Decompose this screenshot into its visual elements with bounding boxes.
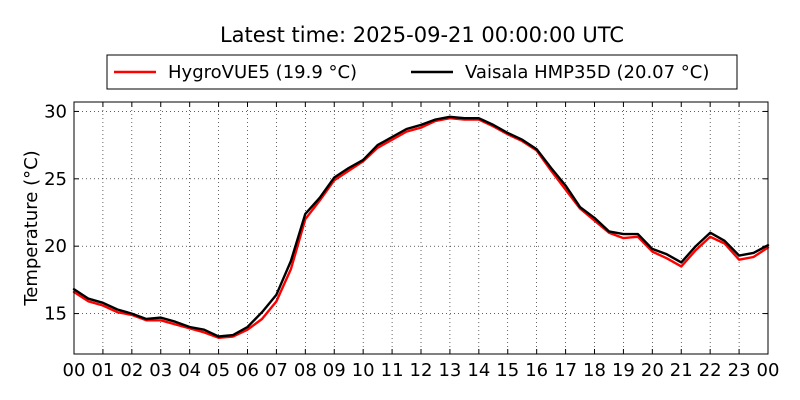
x-tick-label: 01 <box>91 360 114 381</box>
x-tick-label: 16 <box>525 360 548 381</box>
y-tick-label: 20 <box>44 236 67 257</box>
x-tick-label: 05 <box>207 360 230 381</box>
axis-ticks: 00 01 02 03 04 05 06 07 08 09 10 11 12 13 14 15 16 17 18 19… <box>44 101 779 381</box>
series-layer <box>72 115 770 339</box>
legend-label-vaisala: Vaisala HMP35D (20.07 °C) <box>465 62 709 83</box>
x-tick-label: 00 <box>63 360 86 381</box>
x-tick-label: 11 <box>381 360 404 381</box>
x-tick-label: 07 <box>265 360 288 381</box>
x-tick-label: 18 <box>583 360 606 381</box>
x-tick-label: 10 <box>352 360 375 381</box>
x-tick-label: 13 <box>438 360 461 381</box>
x-tick-label: 14 <box>467 360 490 381</box>
x-tick-label: 08 <box>294 360 317 381</box>
chart-title: Latest time: 2025-09-21 00:00:00 UTC <box>220 23 624 47</box>
x-tick-label: 03 <box>149 360 172 381</box>
x-tick-label: 15 <box>496 360 519 381</box>
y-tick-label: 25 <box>44 169 67 190</box>
y-axis-label: Temperature (°C) <box>21 150 42 306</box>
x-tick-label: 19 <box>612 360 635 381</box>
x-tick-label: 09 <box>323 360 346 381</box>
y-tick-label: 15 <box>44 304 67 325</box>
x-tick-label: 12 <box>410 360 433 381</box>
legend: HygroVUE5 (19.9 °C) Vaisala HMP35D (20.0… <box>106 54 738 90</box>
x-tick-label: 20 <box>641 360 664 381</box>
x-tick-label: 02 <box>120 360 143 381</box>
x-tick-label: 06 <box>236 360 259 381</box>
x-tick-label: 21 <box>670 360 693 381</box>
legend-label-hygrovue5: HygroVUE5 (19.9 °C) <box>168 62 357 83</box>
x-tick-label: 22 <box>699 360 722 381</box>
series-line-hygrovue5 <box>72 116 770 339</box>
x-tick-label: 23 <box>728 360 751 381</box>
x-tick-label: 17 <box>554 360 577 381</box>
y-tick-label: 30 <box>44 101 67 122</box>
series-line-vaisala <box>72 115 770 338</box>
x-tick-label: 00 <box>757 360 780 381</box>
x-tick-label: 04 <box>178 360 201 381</box>
